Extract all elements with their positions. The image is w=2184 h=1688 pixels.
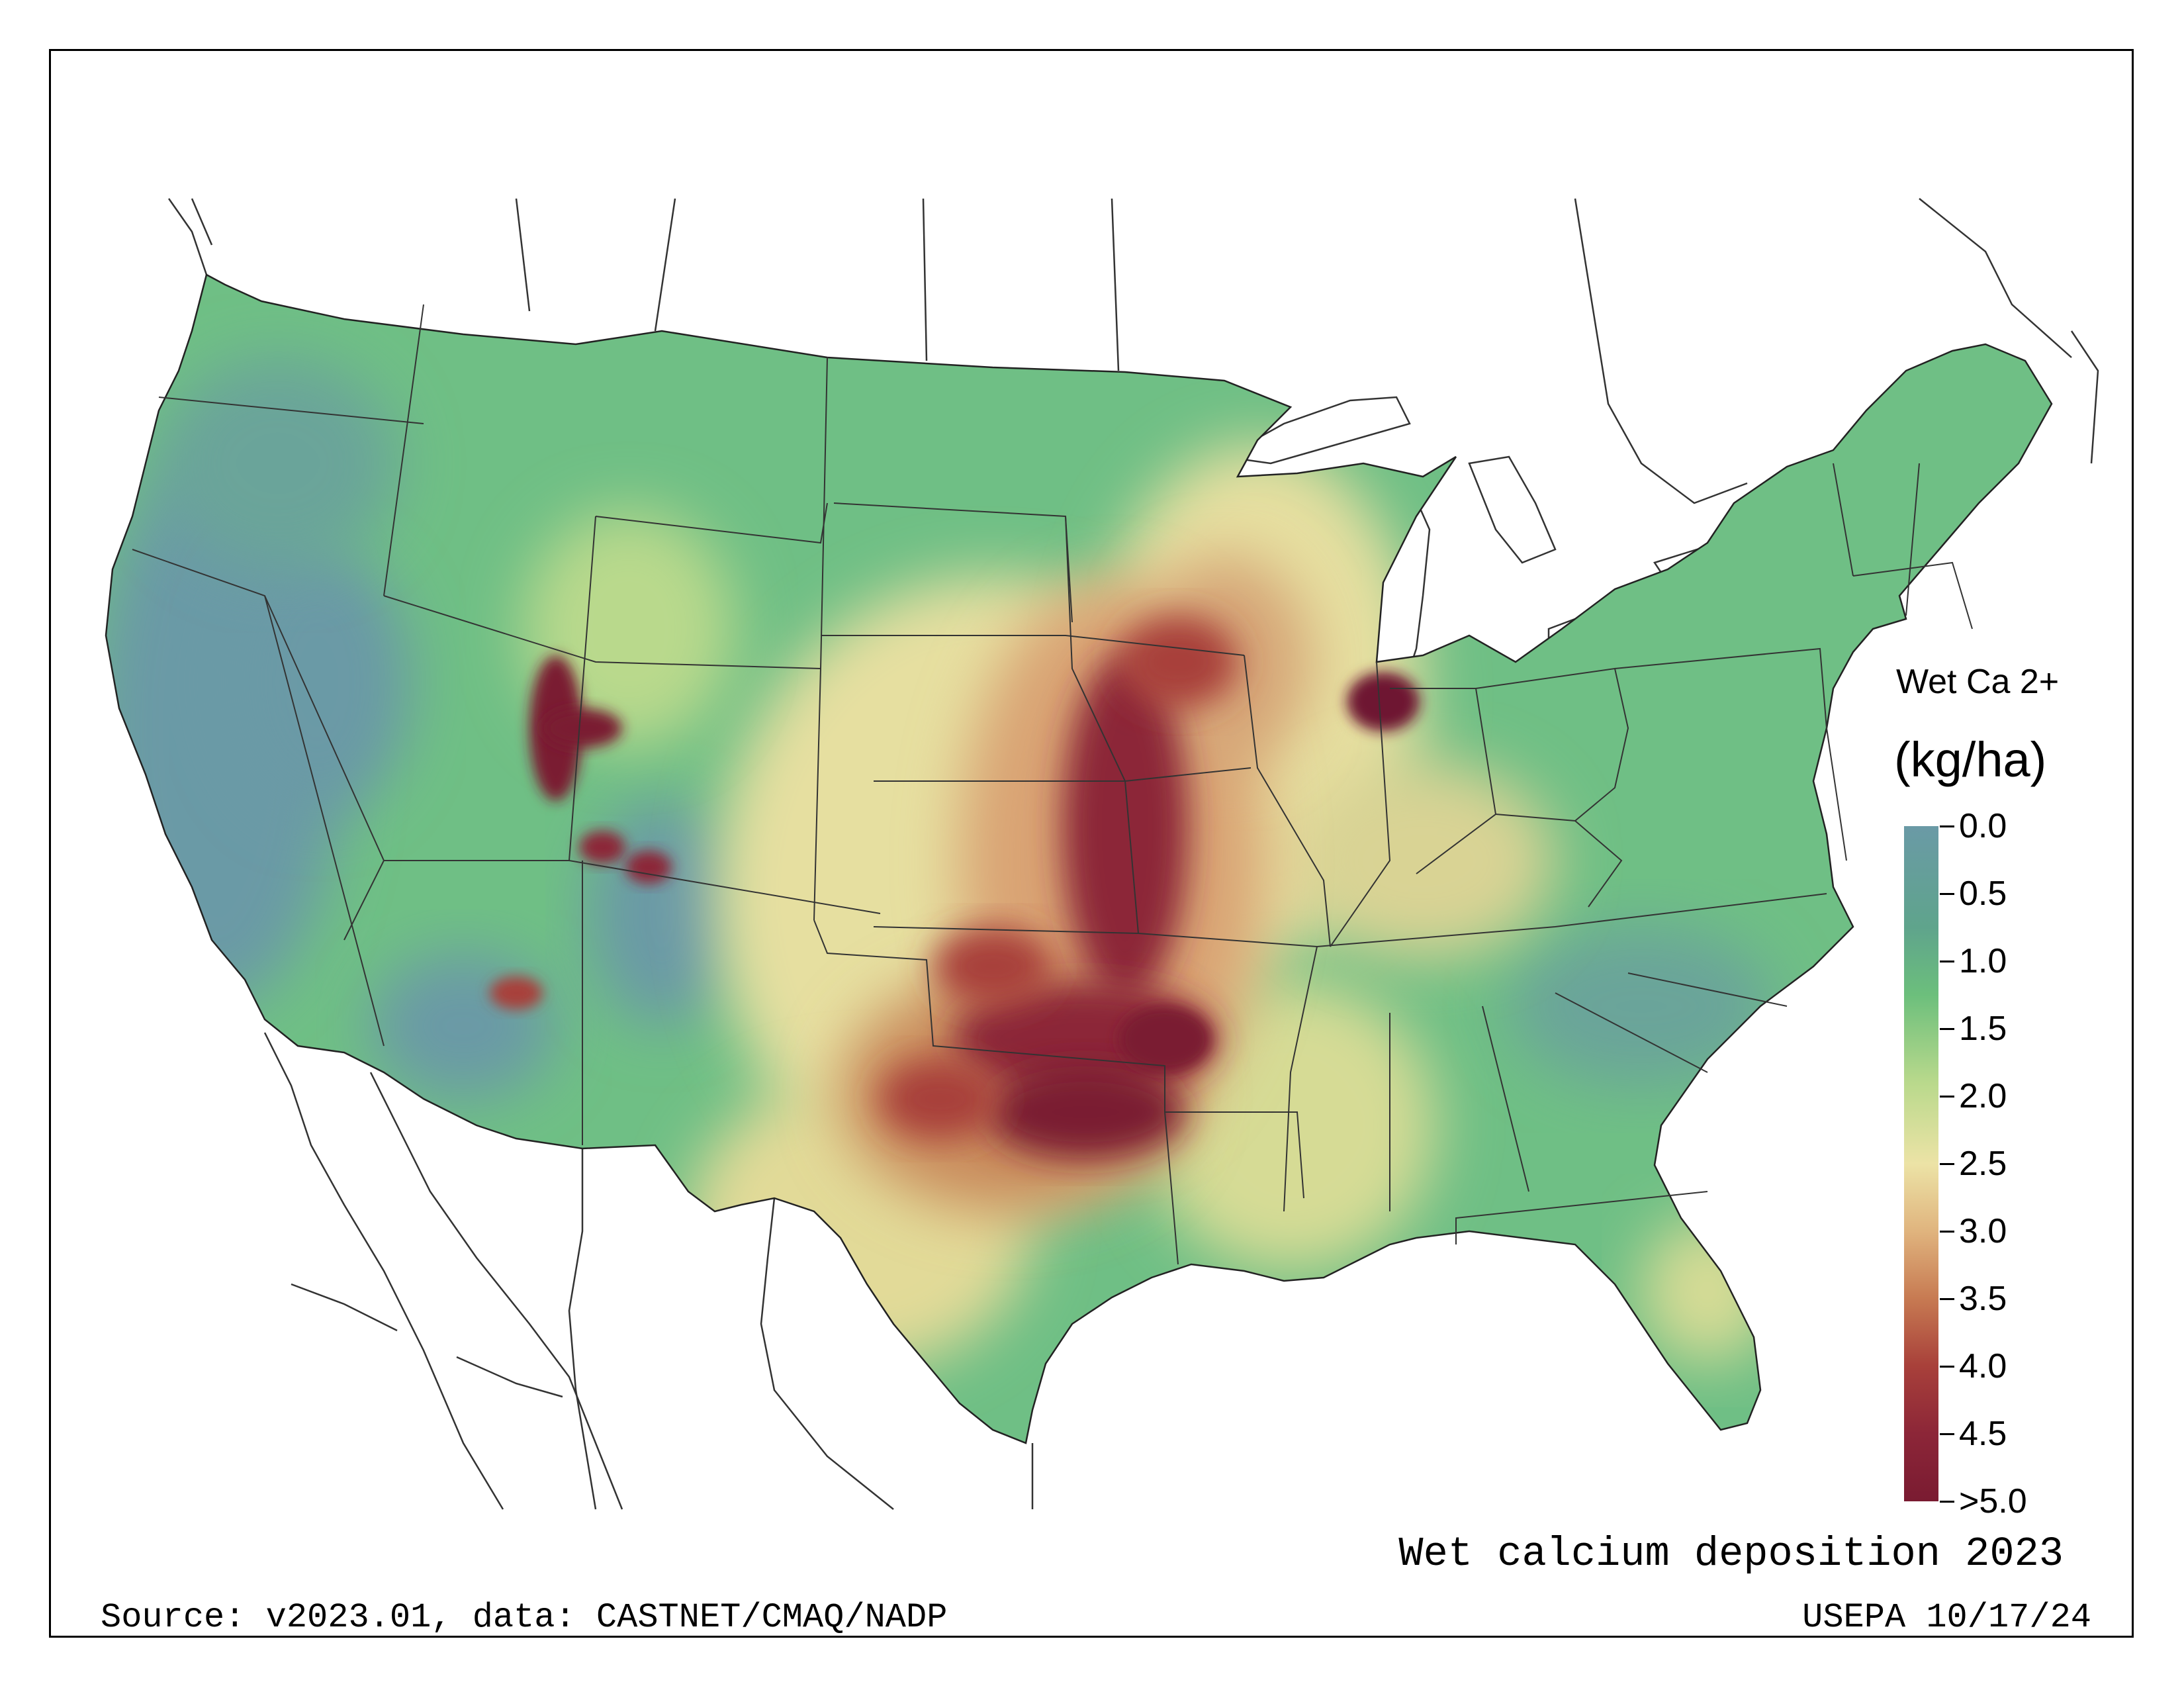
legend-title: Wet Ca 2+ <box>1896 663 2060 701</box>
colorbar-tick <box>1940 1433 1954 1435</box>
colorbar-tick <box>1940 1028 1954 1030</box>
colorbar-tick-label: 2.0 <box>1959 1077 2007 1115</box>
colorbar-tick <box>1940 893 1954 895</box>
colorbar-tick-label: 1.0 <box>1959 942 2007 980</box>
map-frame <box>49 49 2134 1638</box>
colorbar-tick-label: >5.0 <box>1959 1482 2027 1521</box>
colorbar-tick-label: 0.0 <box>1959 807 2007 845</box>
colorbar-tick <box>1940 825 1954 827</box>
colorbar-tick <box>1940 961 1954 962</box>
colorbar-tick-label: 4.5 <box>1959 1415 2007 1453</box>
map-caption: Wet calcium deposition 2023 <box>1398 1530 2064 1577</box>
source-text: Source: v2023.01, data: CASTNET/CMAQ/NAD… <box>101 1598 948 1637</box>
deposition-field <box>106 275 2052 1443</box>
colorbar-tick-label: 2.5 <box>1959 1145 2007 1183</box>
agency-text: USEPA 10/17/24 <box>1802 1598 2091 1637</box>
colorbar-tick-label: 0.5 <box>1959 874 2007 913</box>
colorbar-tick-label: 1.5 <box>1959 1009 2007 1048</box>
colorbar-tick <box>1940 1366 1954 1368</box>
colorbar-tick <box>1940 1501 1954 1503</box>
colorbar-tick-label: 4.0 <box>1959 1347 2007 1385</box>
state-borders <box>132 304 1973 1265</box>
colorbar-tick <box>1940 1231 1954 1233</box>
colorbar-tick <box>1940 1096 1954 1098</box>
colorbar-tick-label: 3.5 <box>1959 1280 2007 1318</box>
colorbar-tick <box>1940 1163 1954 1165</box>
colorbar-tick-label: 3.0 <box>1959 1212 2007 1250</box>
colorbar-tick <box>1940 1298 1954 1300</box>
colorbar <box>1904 826 1938 1501</box>
neighbor-borders <box>167 198 2099 1510</box>
legend-unit: (kg/ha) <box>1894 732 2047 787</box>
